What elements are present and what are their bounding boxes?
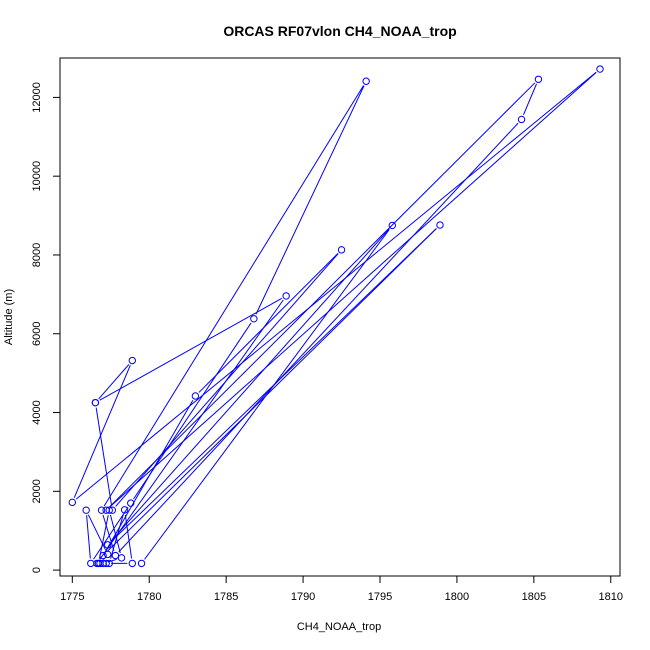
series-segment (255, 85, 365, 315)
x-tick-label: 1790 (291, 591, 315, 603)
series-segment (75, 71, 597, 500)
y-tick-label: 10000 (31, 161, 43, 192)
x-tick-label: 1805 (522, 591, 546, 603)
series-segment (103, 85, 364, 507)
data-point (93, 559, 101, 568)
x-axis-label: CH4_NOAA_trop (297, 621, 381, 633)
series-ch4 (68, 65, 604, 568)
chart-title: ORCAS RF07vlon CH4_NOAA_trop (223, 23, 456, 39)
data-point (596, 65, 604, 73)
x-tick-label: 1795 (368, 591, 392, 603)
data-point (362, 77, 370, 85)
data-point (282, 292, 290, 300)
series-segment (98, 515, 109, 559)
x-tick-label: 1780 (137, 591, 161, 603)
series-segment (87, 514, 106, 551)
data-point (127, 499, 135, 507)
series-segment (523, 83, 537, 116)
data-point (91, 398, 100, 407)
series-segment (98, 363, 130, 400)
data-point (120, 506, 129, 514)
y-tick-label: 12000 (31, 82, 43, 113)
series-segment (86, 515, 91, 559)
series-segment (102, 514, 115, 551)
x-tick-label: 1775 (60, 591, 84, 603)
series-segment (95, 407, 113, 506)
data-point (99, 551, 107, 560)
data-point (436, 221, 444, 229)
data-point (103, 550, 112, 559)
series-segment (99, 299, 284, 560)
data-point (128, 559, 137, 568)
series-segment (110, 228, 390, 542)
x-tick-label: 1800 (445, 591, 469, 603)
x-tick-label: 1810 (599, 591, 623, 603)
data-point (82, 506, 90, 514)
y-tick-label: 8000 (31, 243, 43, 267)
series-segment (99, 297, 283, 401)
data-point (117, 554, 126, 562)
data-point (111, 551, 120, 560)
data-point (68, 498, 77, 507)
x-axis: 1775 1780 1785 1790 1795 1800 1805 1810 (60, 575, 623, 603)
y-axis: 0 2000 4000 6000 8000 10000 12000 (31, 82, 61, 573)
x-tick-label: 1785 (214, 591, 238, 603)
data-point (337, 246, 346, 254)
data-point (191, 392, 200, 400)
data-point (137, 559, 146, 568)
y-tick-label: 4000 (31, 400, 43, 424)
data-point (103, 541, 112, 549)
series-segment (109, 71, 597, 508)
series-segment (118, 122, 519, 553)
series-segment (133, 322, 252, 500)
data-point (105, 559, 113, 568)
series-segment (109, 514, 121, 554)
y-axis-label: Altitude (m) (3, 289, 15, 345)
series-segment (109, 82, 536, 508)
y-tick-label: 6000 (31, 321, 43, 345)
series-segment (198, 253, 339, 393)
data-point (102, 506, 110, 514)
data-point (105, 506, 113, 514)
data-point (97, 506, 106, 514)
y-tick-label: 0 (31, 567, 43, 573)
data-point (250, 315, 258, 323)
series-segment (93, 507, 129, 560)
data-point (388, 221, 397, 230)
data-point (517, 115, 526, 124)
data-point (102, 559, 110, 568)
data-point (87, 559, 95, 568)
y-tick-label: 2000 (31, 479, 43, 503)
series-segment (106, 228, 437, 553)
series-segment (107, 558, 117, 563)
series-segment (73, 364, 131, 498)
data-point (128, 356, 137, 365)
data-point (534, 75, 543, 83)
series-segment (110, 514, 124, 559)
